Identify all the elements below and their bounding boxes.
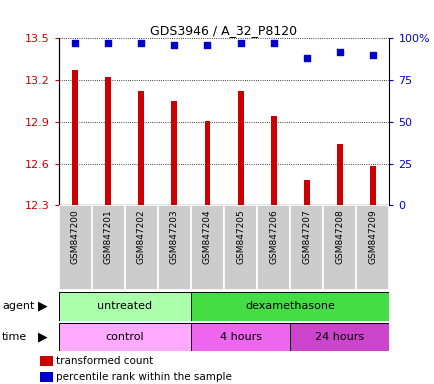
- Bar: [336, 144, 342, 205]
- Bar: [59, 292, 191, 321]
- Bar: [171, 101, 177, 205]
- Bar: [40, 356, 53, 366]
- Point: [335, 49, 342, 55]
- Point: [72, 40, 79, 46]
- Text: GSM847203: GSM847203: [170, 210, 178, 265]
- Bar: [289, 323, 388, 351]
- Point: [138, 40, 145, 46]
- Bar: [322, 205, 355, 290]
- Bar: [40, 372, 53, 382]
- Text: 24 hours: 24 hours: [315, 332, 363, 342]
- Bar: [270, 116, 276, 205]
- Point: [171, 42, 178, 48]
- Bar: [191, 292, 388, 321]
- Text: agent: agent: [2, 301, 34, 311]
- Point: [270, 40, 276, 46]
- Bar: [369, 167, 375, 205]
- Bar: [191, 205, 224, 290]
- Text: 4 hours: 4 hours: [219, 332, 261, 342]
- Bar: [105, 78, 111, 205]
- Text: transformed count: transformed count: [56, 356, 153, 366]
- Bar: [303, 180, 309, 205]
- Bar: [289, 205, 322, 290]
- Text: untreated: untreated: [97, 301, 152, 311]
- Bar: [158, 205, 191, 290]
- Text: GSM847204: GSM847204: [203, 210, 211, 264]
- Bar: [59, 205, 92, 290]
- Title: GDS3946 / A_32_P8120: GDS3946 / A_32_P8120: [150, 24, 297, 37]
- Text: GSM847206: GSM847206: [269, 210, 277, 265]
- Bar: [191, 323, 289, 351]
- Point: [237, 40, 243, 46]
- Text: GSM847208: GSM847208: [335, 210, 343, 265]
- Bar: [138, 91, 144, 205]
- Text: ▶: ▶: [38, 300, 47, 313]
- Bar: [59, 323, 191, 351]
- Bar: [92, 205, 125, 290]
- Text: GSM847205: GSM847205: [236, 210, 244, 265]
- Bar: [355, 205, 388, 290]
- Bar: [237, 91, 243, 205]
- Point: [204, 42, 210, 48]
- Text: GSM847201: GSM847201: [104, 210, 112, 265]
- Bar: [256, 205, 289, 290]
- Bar: [72, 70, 78, 205]
- Text: control: control: [105, 332, 144, 342]
- Point: [302, 55, 309, 61]
- Text: GSM847202: GSM847202: [137, 210, 145, 264]
- Bar: [224, 205, 256, 290]
- Text: percentile rank within the sample: percentile rank within the sample: [56, 372, 232, 382]
- Text: time: time: [2, 332, 27, 342]
- Point: [105, 40, 112, 46]
- Text: GSM847209: GSM847209: [368, 210, 376, 265]
- Text: dexamethasone: dexamethasone: [245, 301, 334, 311]
- Text: ▶: ▶: [38, 331, 47, 343]
- Bar: [125, 205, 158, 290]
- Point: [368, 52, 375, 58]
- Bar: [204, 121, 210, 205]
- Text: GSM847200: GSM847200: [71, 210, 79, 265]
- Text: GSM847207: GSM847207: [302, 210, 310, 265]
